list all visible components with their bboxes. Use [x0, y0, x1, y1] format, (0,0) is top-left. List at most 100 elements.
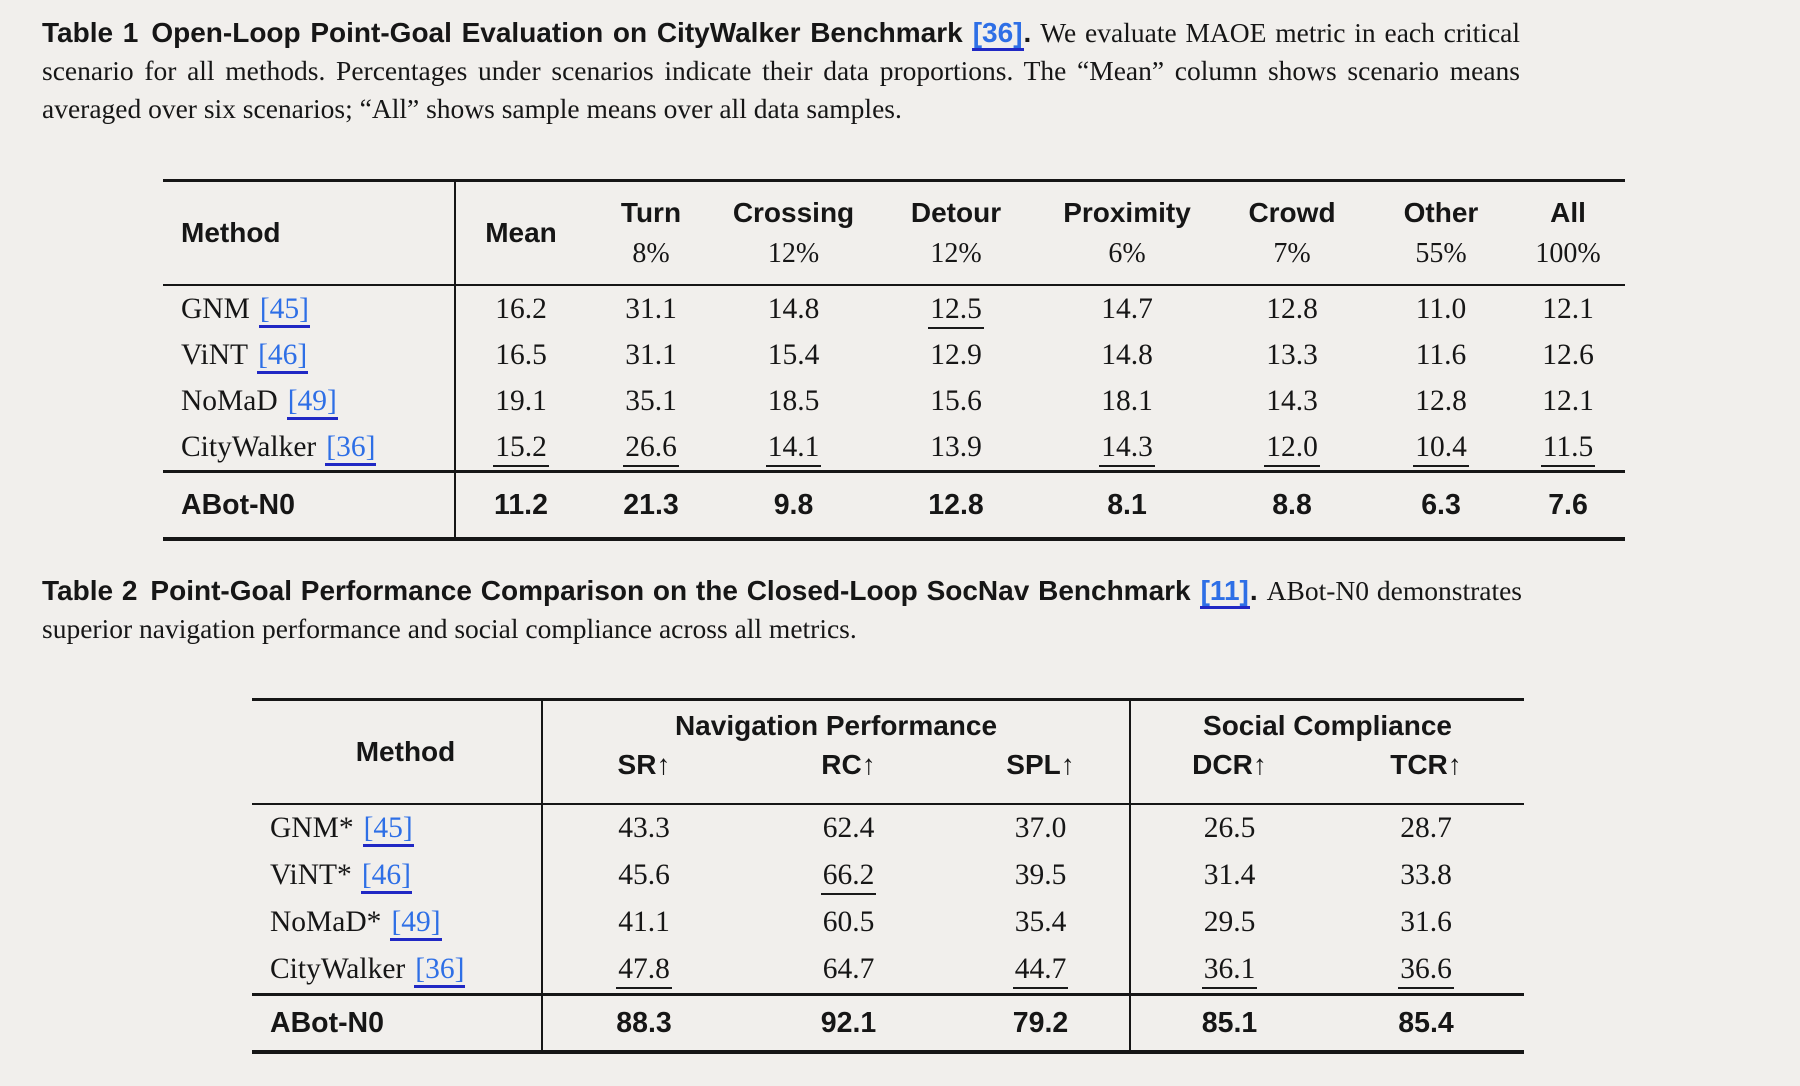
- method-name: NoMaD*: [270, 906, 382, 938]
- highlight-row-abot-n0: ABot-N0 88.3 92.1 79.2 85.1 85.4: [252, 994, 1524, 1052]
- column-header-label: TCR↑: [1390, 749, 1462, 780]
- header-wrap: Crossing 12%: [716, 182, 871, 284]
- method-cell: ABot-N0: [181, 488, 295, 521]
- underlined-best-value: 36.1: [1201, 953, 1258, 989]
- column-header-label: Method: [355, 736, 456, 767]
- value-cell: 14.3: [1041, 424, 1213, 472]
- value-cell: 62.4: [822, 812, 875, 844]
- table-row: NoMaD [49] 19.1 35.1 18.5 15.6 18.1 14.3 12.8 12.…: [163, 378, 1625, 424]
- column-header-label: SR↑: [617, 749, 671, 780]
- value-cell: 44.7: [952, 946, 1130, 995]
- table2-closed-loop-comparison: Method Navigation Performance Social Compl…: [252, 698, 1525, 1054]
- group-header-label: Navigation Performance: [674, 710, 998, 741]
- table1-caption-period: .: [1023, 17, 1032, 48]
- value-cell: 41.1: [541, 899, 745, 946]
- citation-link[interactable]: [45]: [362, 812, 414, 847]
- table1-caption-citation-link[interactable]: [36]: [971, 17, 1024, 51]
- value-cell: 12.6: [1542, 338, 1594, 371]
- value-cell: 66.2: [745, 852, 952, 899]
- column-header-dcr: DCR↑: [1129, 751, 1329, 804]
- citation-link[interactable]: [36]: [414, 953, 466, 988]
- value-cell: 16.2: [454, 285, 586, 332]
- underlined-best-value: 12.0: [1264, 430, 1320, 467]
- table2-caption-period: .: [1249, 575, 1258, 606]
- value-cell: 29.5: [1129, 899, 1329, 946]
- value-cell: 12.8: [928, 488, 984, 521]
- value-cell: 28.7: [1400, 812, 1452, 844]
- value-cell: 8.8: [1272, 488, 1312, 521]
- value-cell: 19.1: [454, 378, 586, 424]
- column-header-crowd: Crowd 7%: [1213, 181, 1371, 286]
- method-cell: CityWalker [36]: [252, 946, 542, 995]
- table2-caption-label: Table 2: [42, 575, 138, 606]
- column-header-label: Crowd: [1248, 196, 1336, 228]
- method-cell: GNM [45]: [163, 285, 455, 332]
- citation-link[interactable]: [49]: [390, 906, 442, 941]
- column-header-proportion: 6%: [1108, 237, 1146, 269]
- value-cell: 45.6: [541, 852, 745, 899]
- header-wrap: Detour 12%: [871, 182, 1041, 284]
- table-row: NoMaD* [49] 41.1 60.5 35.4 29.5 31.6: [252, 899, 1524, 946]
- column-header-rc: RC↑: [745, 751, 952, 804]
- value-cell: 14.8: [1101, 338, 1153, 371]
- header-row: Method Mean Turn 8% Crossing 12% Detour 12% Prox…: [163, 180, 1625, 286]
- column-header-label: Other: [1403, 196, 1479, 228]
- column-header-tcr: TCR↑: [1328, 751, 1524, 804]
- table2-caption-text: ABot-N0 demonstrates superior navigation…: [42, 575, 1522, 644]
- column-header-label: Method: [181, 217, 281, 248]
- value-cell: 43.3: [541, 804, 745, 852]
- column-header-crossing: Crossing 12%: [716, 181, 871, 286]
- value-cell: 31.4: [1129, 852, 1329, 899]
- value-cell: 33.8: [1400, 859, 1452, 891]
- table1-caption-title: Open-Loop Point-Goal Evaluation on CityW…: [151, 17, 963, 48]
- citation-link[interactable]: [45]: [258, 292, 310, 328]
- citation-link[interactable]: [36]: [325, 430, 377, 466]
- value-cell: 35.1: [625, 384, 677, 417]
- value-cell: 37.0: [1014, 812, 1067, 844]
- value-cell: 11.6: [1415, 338, 1467, 371]
- method-cell: ViNT* [46]: [252, 852, 542, 899]
- value-cell: 35.4: [1014, 906, 1067, 938]
- header-wrap: RC↑: [745, 751, 952, 803]
- group-header-navigation-performance: Navigation Performance: [540, 699, 1131, 751]
- value-cell: 15.2: [454, 424, 586, 472]
- group-header-label: Social Compliance: [1203, 710, 1452, 741]
- table1-caption: Table 1 Open-Loop Point-Goal Evaluation o…: [42, 14, 1520, 128]
- value-cell: 14.1: [716, 424, 871, 472]
- citation-link[interactable]: [49]: [286, 384, 338, 420]
- value-cell: 36.6: [1328, 946, 1524, 995]
- column-header-label: Crossing: [732, 196, 855, 228]
- column-header-label: Detour: [910, 196, 1002, 228]
- method-cell: NoMaD [49]: [163, 378, 455, 424]
- column-header-proximity: Proximity 6%: [1041, 181, 1213, 286]
- value-cell: 31.6: [1400, 906, 1452, 938]
- underlined-best-value: 11.5: [1540, 430, 1596, 467]
- value-cell: 12.1: [1542, 292, 1594, 325]
- citation-link[interactable]: [46]: [360, 859, 412, 894]
- metric-header-row: SR↑ RC↑ SPL↑ DCR↑ TCR↑: [252, 751, 1524, 804]
- method-name: CityWalker: [270, 953, 406, 985]
- value-cell: 13.9: [930, 430, 982, 463]
- table2-caption: Table 2 Point-Goal Performance Comparison…: [42, 572, 1522, 648]
- header-wrap: Crowd 7%: [1213, 182, 1371, 284]
- value-cell: 15.6: [930, 384, 982, 417]
- column-header-spl: SPL↑: [952, 751, 1130, 804]
- method-name: ViNT*: [270, 859, 352, 891]
- value-cell: 39.5: [1014, 859, 1067, 891]
- value-cell: 9.8: [773, 488, 814, 521]
- column-header-label: Mean: [485, 217, 557, 248]
- value-cell: 7.6: [1548, 488, 1588, 521]
- table-row: CityWalker [36] 15.2 26.6 14.1 13.9 14.3 12.0 10…: [163, 424, 1625, 472]
- value-cell: 6.3: [1421, 488, 1461, 521]
- value-cell: 60.5: [822, 906, 875, 938]
- citation-link[interactable]: [46]: [257, 338, 309, 374]
- value-cell: 31.1: [625, 338, 677, 371]
- underlined-best-value: 44.7: [1012, 953, 1069, 989]
- header-wrap: Proximity 6%: [1041, 182, 1213, 284]
- table2-caption-citation-link[interactable]: [11]: [1199, 575, 1250, 609]
- highlight-row-abot-n0: ABot-N0 11.2 21.3 9.8 12.8 8.1 8.8 6.3 7.6: [163, 471, 1625, 539]
- value-cell: 12.9: [930, 338, 982, 371]
- method-cell: GNM* [45]: [252, 804, 542, 852]
- value-cell: 11.0: [1415, 292, 1467, 325]
- value-cell: 11.2: [454, 471, 586, 539]
